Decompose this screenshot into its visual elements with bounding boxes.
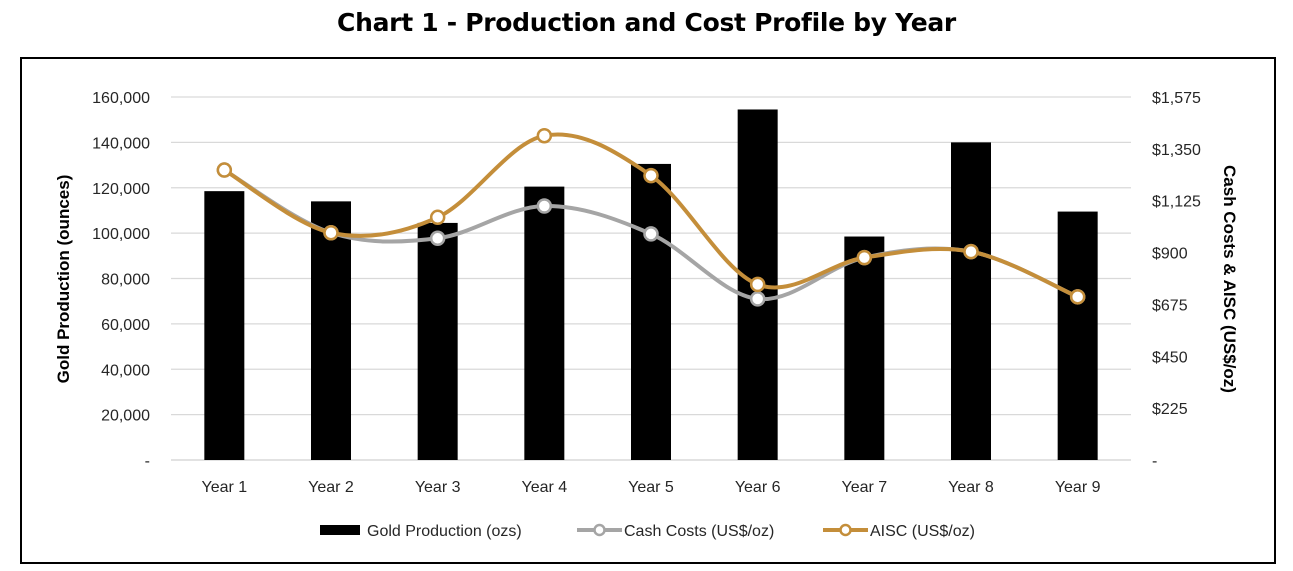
bar (417, 222, 458, 460)
data-point (429, 230, 446, 247)
bar (951, 142, 991, 460)
x-tick-label: Year 1 (201, 479, 247, 496)
legend-label: AISC (US$/oz) (870, 523, 975, 540)
data-point (749, 291, 766, 307)
y-tick-label: - (145, 453, 150, 470)
bars (204, 109, 1098, 461)
data-point (323, 225, 339, 241)
bar (311, 201, 351, 461)
x-tick-label: Year 2 (308, 479, 354, 496)
x-tick-label: Year 9 (1055, 479, 1101, 496)
y2-tick-label: $1,350 (1152, 142, 1201, 159)
y2-tick-label: $1,575 (1152, 90, 1201, 107)
bar (524, 186, 565, 460)
x-tick-label: Year 7 (841, 479, 887, 496)
y2-tick-label: $225 (1152, 401, 1188, 418)
x-tick-label: Year 4 (521, 479, 567, 496)
y2-tick-label: $1,125 (1152, 194, 1201, 211)
x-tick-label: Year 6 (735, 479, 781, 496)
y-axis-left-ticks: - 20,000 40,000 60,000 80,000 100,000 120,000 1… (92, 90, 150, 470)
bar (204, 191, 245, 460)
x-tick-label: Year 3 (415, 479, 461, 496)
y-axis-left-title: Gold Production (ounces) (54, 175, 73, 384)
x-tick-label: Year 5 (628, 479, 674, 496)
data-point (643, 226, 659, 242)
legend-swatch-marker (839, 523, 852, 537)
x-tick-label: Year 8 (948, 479, 994, 496)
y-axis-right-ticks: - $225 $450 $675 $900 $1,125 $1,350 $1,575 (1152, 90, 1201, 470)
data-point (1069, 289, 1086, 305)
y-axis-right-title: Cash Costs & AISC (US$/oz) (1220, 165, 1239, 393)
bar (631, 163, 671, 460)
y2-tick-label: - (1152, 453, 1157, 470)
legend-swatch-bar (320, 525, 360, 535)
chart-frame (20, 57, 1276, 564)
data-point (536, 127, 553, 144)
y-tick-label: 80,000 (101, 272, 150, 289)
y-tick-label: 120,000 (92, 181, 150, 198)
legend-label: Cash Costs (US$/oz) (624, 523, 774, 540)
bar (1057, 211, 1098, 460)
chart-title: Chart 1 - Production and Cost Profile by… (337, 8, 956, 37)
y-tick-label: 140,000 (92, 135, 150, 152)
data-point (429, 209, 446, 226)
y-tick-label: 40,000 (101, 362, 150, 379)
data-point (536, 198, 553, 214)
legend-label: Gold Production (ozs) (367, 523, 522, 540)
lines (216, 127, 1086, 307)
data-point (749, 276, 766, 293)
y2-tick-label: $900 (1152, 246, 1188, 263)
y2-tick-label: $675 (1152, 297, 1188, 314)
series-aisc-us-oz (216, 127, 1086, 305)
y-tick-label: 20,000 (101, 408, 150, 425)
y-tick-label: 60,000 (101, 317, 150, 334)
y2-tick-label: $450 (1152, 349, 1188, 366)
legend: Gold Production (ozs) Cash Costs (US$/oz)… (320, 523, 975, 540)
data-point (963, 243, 979, 260)
data-point (643, 167, 659, 184)
y-tick-label: 160,000 (92, 90, 150, 107)
legend-swatch-marker (593, 523, 606, 537)
bar (844, 236, 885, 460)
data-point (856, 249, 873, 266)
y-tick-label: 100,000 (92, 226, 150, 243)
data-point (216, 162, 233, 178)
x-axis-ticks: Year 1 Year 2 Year 3 Year 4 Year 5 Year 6 Year… (201, 479, 1100, 496)
